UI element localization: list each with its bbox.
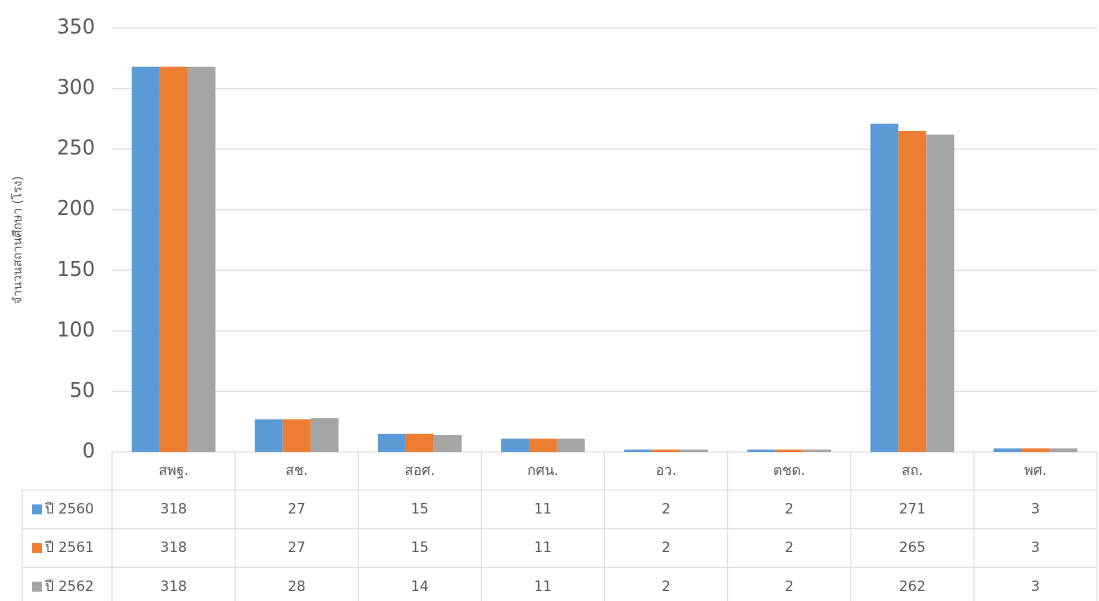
legend-swatch — [32, 543, 42, 554]
bar — [159, 66, 188, 452]
table-value: 262 — [899, 579, 926, 595]
bar — [680, 449, 708, 452]
bar — [898, 130, 927, 452]
bar — [131, 66, 160, 452]
y-tick-label: 0 — [82, 439, 95, 463]
table-value: 318 — [160, 501, 187, 517]
legend-swatch — [32, 504, 42, 515]
table-value: 2 — [662, 501, 671, 517]
x-tick-label: อว. — [656, 463, 677, 479]
bar — [405, 433, 434, 452]
table-value: 28 — [288, 579, 306, 595]
table-value: 3 — [1031, 579, 1040, 595]
table-value: 2 — [785, 540, 794, 556]
bar — [528, 438, 557, 452]
x-tick-label: สพฐ. — [159, 463, 189, 479]
x-tick-label: สถ. — [902, 463, 923, 479]
table-value: 11 — [534, 579, 552, 595]
table-value: 11 — [534, 540, 552, 556]
table-value: 2 — [785, 501, 794, 517]
bar — [747, 449, 776, 452]
table-value: 265 — [899, 540, 926, 556]
bar — [870, 123, 899, 453]
bar — [1049, 448, 1078, 452]
table-value: 15 — [411, 501, 429, 517]
legend-label: ปี 2561 — [45, 540, 94, 556]
y-tick-label: 50 — [70, 378, 95, 402]
legend-label: ปี 2562 — [45, 579, 94, 595]
y-tick-label: 350 — [57, 15, 95, 39]
table-value: 271 — [899, 501, 926, 517]
y-tick-label: 300 — [57, 75, 95, 99]
y-tick-label: 150 — [57, 257, 95, 281]
table-value: 14 — [411, 579, 429, 595]
bar — [187, 66, 216, 452]
bar — [282, 419, 311, 452]
y-tick-label: 250 — [57, 136, 95, 160]
table-value: 11 — [534, 501, 552, 517]
x-tick-label: สอศ. — [405, 463, 435, 479]
bar — [556, 438, 585, 452]
bar — [926, 134, 955, 452]
table-value: 27 — [288, 540, 306, 556]
legend-label: ปี 2560 — [45, 501, 94, 517]
bar — [310, 418, 339, 452]
x-tick-label: สช. — [285, 463, 308, 479]
table-value: 318 — [160, 579, 187, 595]
table-value: 2 — [785, 579, 794, 595]
table-value: 2 — [662, 579, 671, 595]
table-value: 27 — [288, 501, 306, 517]
bar — [993, 448, 1022, 452]
bar — [1021, 448, 1050, 452]
table-value: 3 — [1031, 501, 1040, 517]
bar — [377, 433, 406, 452]
y-tick-label: 200 — [57, 196, 95, 220]
bar — [433, 435, 462, 452]
x-tick-label: พศ. — [1024, 463, 1047, 479]
table-value: 318 — [160, 540, 187, 556]
x-tick-label: กศน. — [527, 463, 558, 479]
table-value: 15 — [411, 540, 429, 556]
bar — [501, 438, 529, 452]
table-value: 3 — [1031, 540, 1040, 556]
bar — [803, 449, 832, 452]
bar — [254, 419, 283, 452]
bar — [775, 449, 804, 452]
table-value: 2 — [662, 540, 671, 556]
bar — [652, 449, 681, 452]
y-tick-label: 100 — [57, 317, 95, 341]
legend-swatch — [32, 581, 42, 592]
y-axis-label: จำนวนสถานศึกษา (โรง) — [11, 176, 25, 304]
x-tick-label: ตชด. — [773, 463, 805, 479]
bar — [624, 449, 653, 452]
